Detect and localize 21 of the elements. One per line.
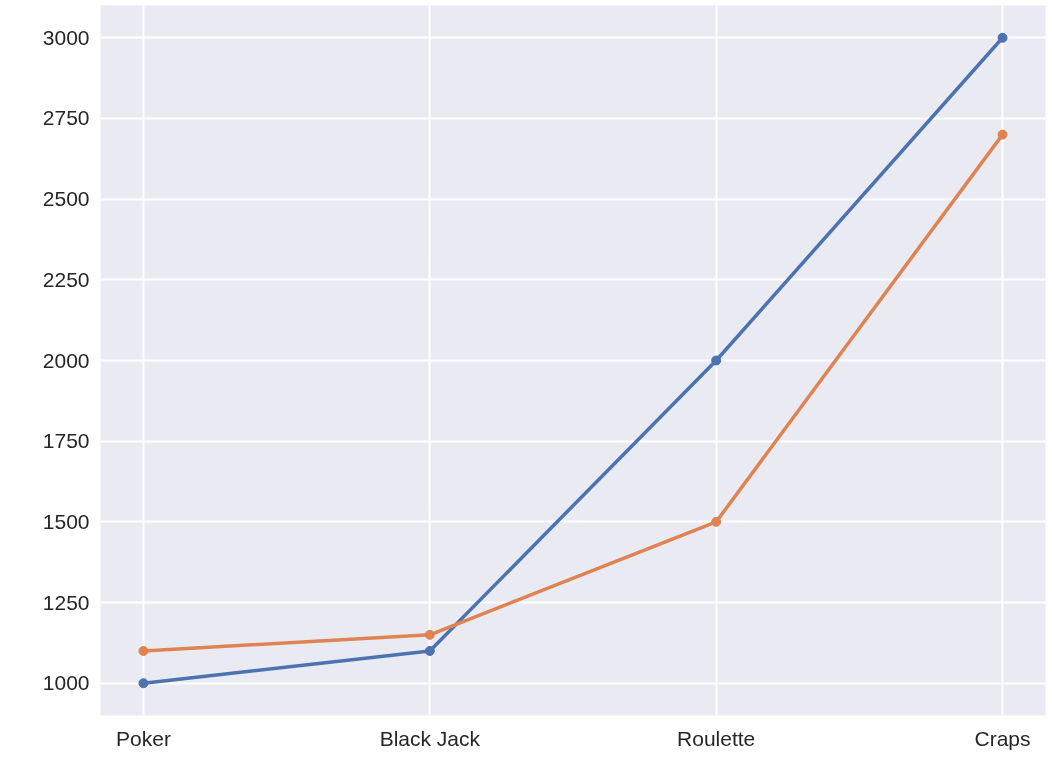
y-tick-label: 1500 [42, 509, 90, 533]
x-tick-label: Craps [974, 726, 1031, 750]
point [138, 645, 149, 656]
point [711, 516, 722, 527]
point [424, 645, 435, 656]
x-tick-label: Poker [116, 726, 171, 750]
x-tick-label: Black Jack [379, 726, 481, 750]
y-tick-label: 1250 [42, 590, 90, 614]
y-tick-label: 2250 [42, 267, 90, 291]
x-tick-label: Roulette [677, 726, 756, 750]
point [711, 355, 722, 366]
point [997, 32, 1008, 43]
point [424, 629, 435, 640]
point [997, 129, 1008, 140]
point [138, 678, 149, 689]
y-tick-label: 1750 [42, 429, 90, 453]
y-tick-label: 2500 [42, 187, 90, 211]
y-tick-label: 2000 [42, 348, 90, 372]
y-tick-label: 2750 [42, 106, 90, 130]
y-tick-label: 1000 [42, 671, 90, 695]
y-tick-label: 3000 [42, 25, 90, 49]
